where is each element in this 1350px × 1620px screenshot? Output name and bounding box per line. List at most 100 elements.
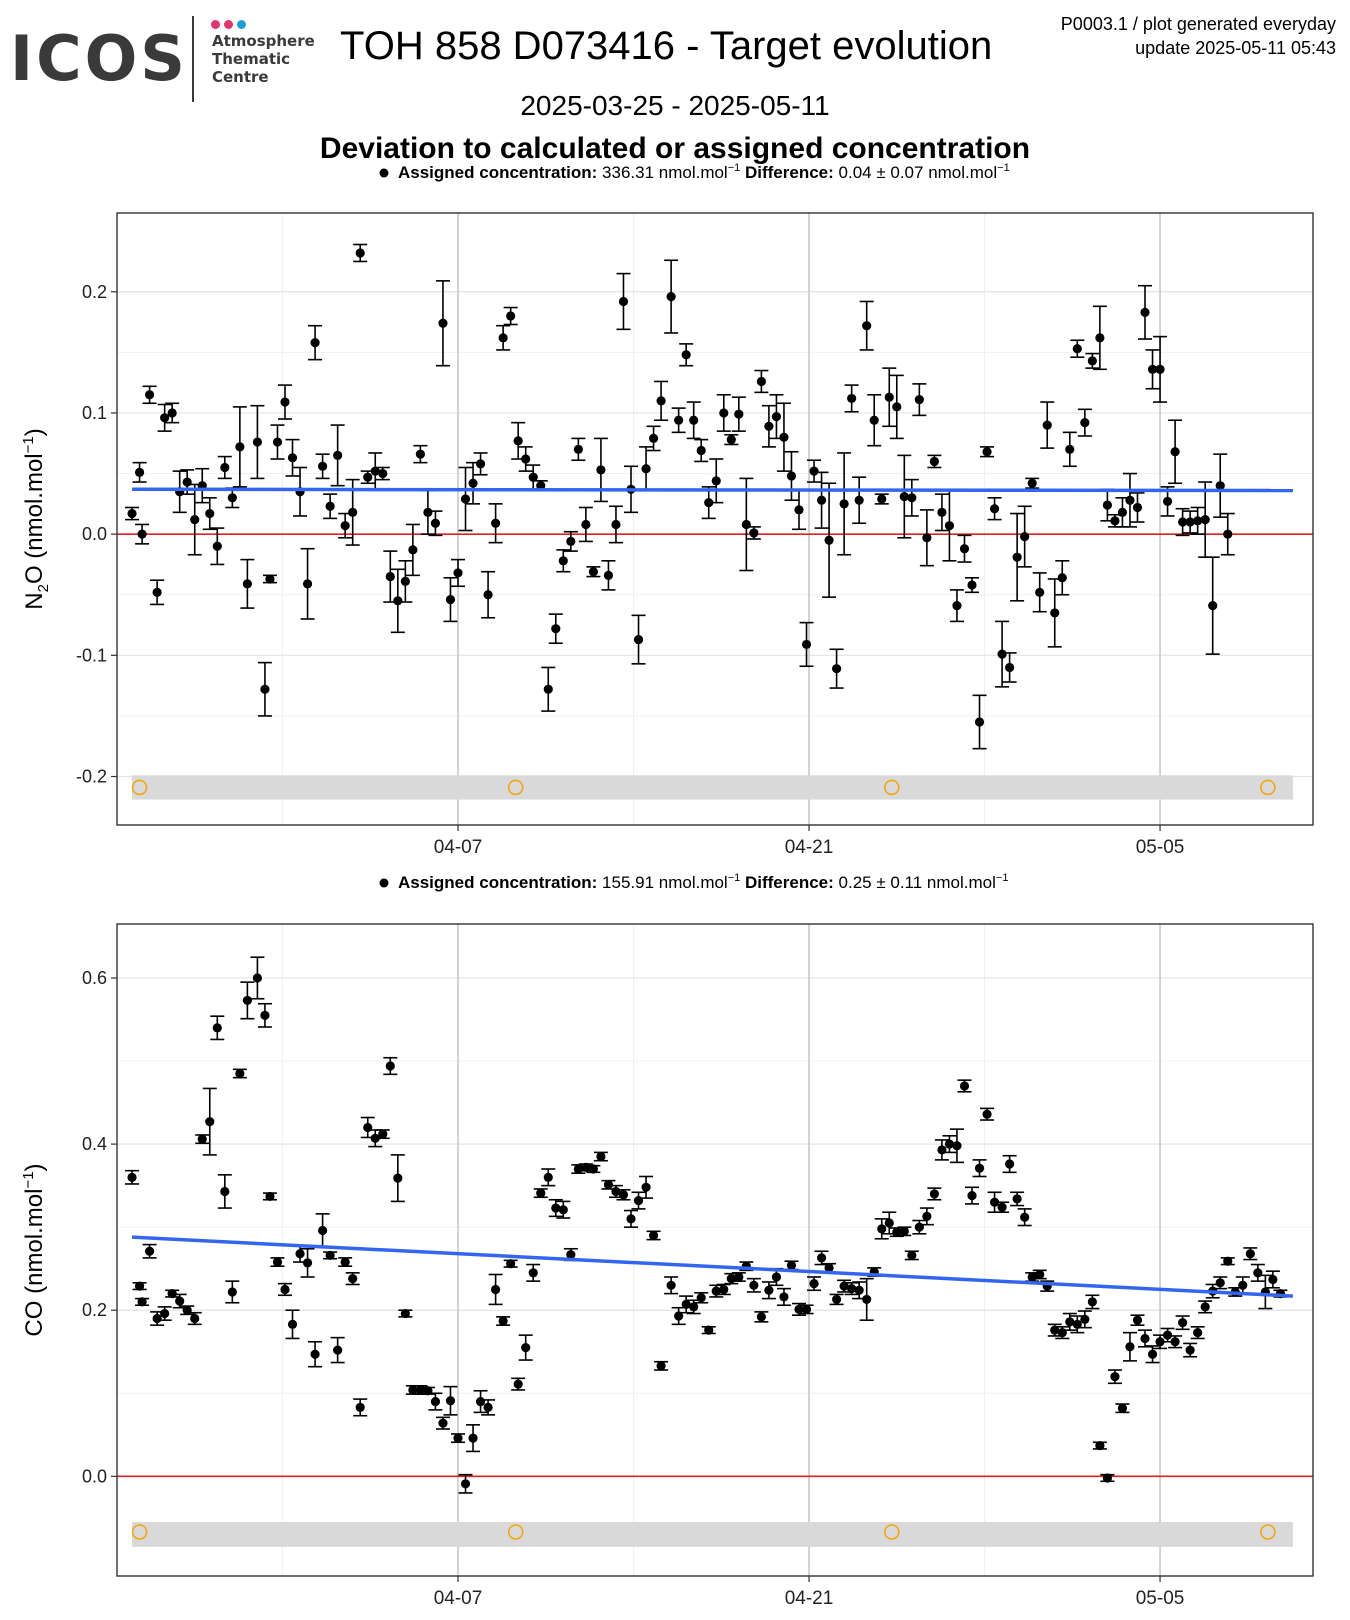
data-point <box>197 1134 207 1144</box>
data-point <box>771 1272 782 1282</box>
data-point <box>355 1402 365 1412</box>
legend-difference-value: 0.25 ± 0.11 nmol.mol <box>839 873 996 892</box>
data-point <box>393 1173 403 1183</box>
legend-difference-label: Difference: <box>740 163 838 182</box>
y-axis-label-species: N <box>21 592 48 609</box>
x-tick-label: 04-07 <box>434 1588 483 1609</box>
data-point <box>944 521 955 531</box>
data-point <box>287 1319 298 1329</box>
data-point <box>1057 573 1067 583</box>
data-point <box>862 1294 872 1305</box>
legend-unit-exponent: −1 <box>996 872 1009 884</box>
data-point <box>749 1280 759 1290</box>
data-point <box>152 587 162 597</box>
data-point <box>704 498 714 508</box>
data-point <box>937 507 947 517</box>
data-point <box>989 504 1000 514</box>
data-point <box>588 567 598 577</box>
data-point <box>877 494 887 504</box>
data-point <box>786 471 797 481</box>
data-point <box>1170 447 1180 457</box>
data-point <box>370 466 380 476</box>
data-point <box>348 1274 358 1284</box>
data-point <box>1132 502 1143 513</box>
data-point <box>543 684 553 694</box>
legend-point-icon <box>379 878 389 888</box>
data-point <box>212 1023 222 1033</box>
data-point <box>333 1345 343 1355</box>
data-point <box>1215 1278 1225 1288</box>
data-point <box>689 415 699 425</box>
logo-sub-line: Atmosphere <box>212 32 315 50</box>
data-point <box>648 1230 659 1241</box>
data-point <box>974 1163 985 1173</box>
y-tick-label: 0.6 <box>82 968 107 988</box>
data-point <box>144 1246 155 1256</box>
data-point <box>1117 507 1128 517</box>
data-point <box>704 1325 714 1335</box>
data-point <box>959 544 970 554</box>
trend-line <box>131 1235 1294 1298</box>
data-point <box>989 1197 1000 1207</box>
logo-dot-3 <box>237 20 246 29</box>
data-point <box>144 390 155 400</box>
data-point <box>596 1151 606 1162</box>
data-point <box>1132 1315 1143 1325</box>
legend-assigned-label: Assigned concentration: <box>398 163 602 182</box>
data-point <box>175 1296 185 1306</box>
data-point <box>280 397 290 407</box>
data-point <box>764 1285 774 1295</box>
data-point <box>726 435 736 445</box>
data-point <box>596 465 606 475</box>
data-point <box>287 453 298 463</box>
data-point <box>1005 662 1015 673</box>
data-point <box>295 1249 305 1259</box>
logo-subtitle: Atmosphere Thematic Centre <box>212 32 315 86</box>
data-point <box>899 1226 909 1236</box>
data-point <box>318 1225 328 1236</box>
data-point <box>786 1260 797 1270</box>
data-point <box>536 481 546 491</box>
legend-point-icon <box>379 168 389 178</box>
data-point <box>1125 495 1135 505</box>
data-point <box>892 402 902 412</box>
data-point <box>884 392 894 402</box>
data-point <box>1110 516 1120 526</box>
y-tick-label: 0.2 <box>82 1300 107 1320</box>
data-point <box>521 1342 531 1353</box>
y-axis-label-unit: O (nmol.mol <box>21 453 48 584</box>
data-point <box>719 1284 729 1295</box>
data-point <box>453 1433 463 1443</box>
data-point <box>355 248 365 258</box>
flag-marker <box>507 779 524 796</box>
data-point <box>656 1361 666 1371</box>
data-point <box>1035 587 1045 597</box>
data-point <box>734 1272 744 1282</box>
data-point <box>152 1313 162 1324</box>
data-point <box>528 472 538 482</box>
logo-divider <box>192 16 194 102</box>
data-point <box>1005 1159 1015 1169</box>
legend-difference-value: 0.04 ± 0.07 nmol.mol <box>839 163 998 182</box>
y-tick-label: -0.2 <box>76 767 107 787</box>
data-point <box>914 395 924 405</box>
data-point <box>325 1250 335 1260</box>
y-axis-label-species: CO <box>21 1301 48 1337</box>
date-range: 2025-03-25 - 2025-05-11 <box>520 90 830 121</box>
data-point <box>1050 1325 1060 1335</box>
data-point <box>167 408 177 418</box>
data-point <box>272 437 283 447</box>
data-point <box>603 570 614 580</box>
flag-marker <box>884 779 900 796</box>
data-point <box>1268 1274 1278 1285</box>
data-point <box>869 415 879 425</box>
data-point <box>648 433 659 444</box>
data-point <box>1080 418 1090 428</box>
data-point <box>899 491 909 502</box>
data-point <box>340 1257 350 1267</box>
legend-assigned-label: Assigned concentration: <box>398 873 602 892</box>
data-point <box>907 1250 917 1260</box>
data-point <box>696 445 706 456</box>
data-point <box>566 536 576 547</box>
y-axis-label: CO (nmol.mol−1) <box>20 1163 48 1336</box>
